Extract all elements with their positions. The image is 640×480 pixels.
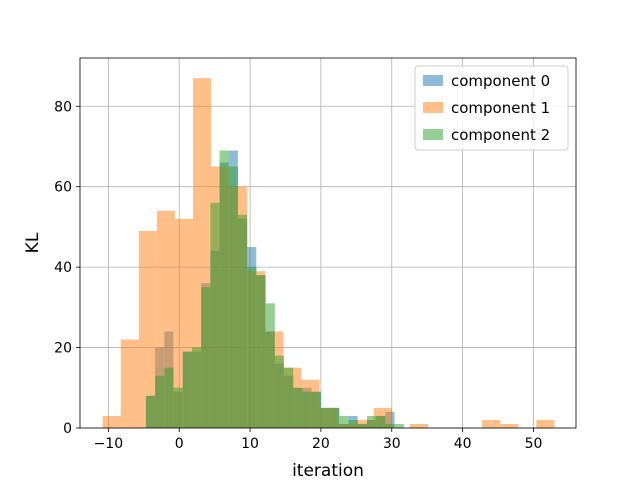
legend-item-component-2: component 2 — [423, 126, 550, 144]
legend-swatch — [423, 102, 443, 113]
bar — [500, 423, 519, 428]
x-tick-label: −10 — [94, 436, 124, 452]
plot-frame — [79, 57, 577, 429]
bar — [339, 415, 349, 428]
y-tick-label: 0 — [63, 421, 72, 437]
bar — [191, 347, 202, 428]
bar — [320, 407, 331, 428]
legend-label: component 1 — [451, 99, 550, 117]
bar — [482, 419, 501, 428]
bar — [357, 423, 367, 428]
x-tick-label: 10 — [241, 436, 259, 452]
bar — [256, 275, 266, 428]
x-tick-label: 0 — [175, 436, 184, 452]
legend-item-component-0: component 0 — [423, 72, 550, 90]
bar — [409, 423, 428, 428]
bar — [138, 230, 157, 428]
bar — [366, 415, 377, 428]
bar — [376, 415, 386, 428]
bar — [348, 419, 358, 428]
bar — [238, 214, 248, 428]
x-tick-label: 20 — [312, 436, 330, 452]
y-axis: 0 20 40 60 80 — [54, 99, 80, 437]
bar — [210, 202, 220, 428]
x-axis: −10 0 10 20 30 40 50 — [94, 428, 543, 452]
x-tick-label: 50 — [525, 436, 543, 452]
legend-swatch — [423, 75, 443, 86]
legend-box — [414, 65, 569, 151]
legend-item-component-1: component 1 — [423, 99, 550, 117]
bar — [145, 395, 156, 428]
bar — [120, 339, 139, 428]
bar — [102, 415, 121, 428]
legend-label: component 0 — [451, 72, 550, 90]
bar — [284, 367, 294, 428]
bar — [385, 423, 395, 428]
x-tick-label: 30 — [383, 436, 401, 452]
series-component-2 — [145, 150, 404, 428]
bar — [311, 391, 321, 428]
y-tick-label: 60 — [54, 180, 72, 196]
x-tick-label: 40 — [454, 436, 472, 452]
y-tick-label: 20 — [54, 341, 72, 357]
bar — [228, 166, 239, 428]
bar — [274, 355, 285, 428]
bar — [293, 387, 303, 428]
bar — [201, 287, 211, 428]
legend-swatch — [423, 129, 443, 140]
bar — [182, 351, 192, 428]
legend-label: component 2 — [451, 126, 550, 144]
y-tick-label: 40 — [54, 260, 72, 276]
bar — [164, 367, 174, 428]
y-tick-label: 80 — [54, 99, 72, 115]
legend: component 0 component 1 component 2 — [414, 65, 569, 151]
bar — [330, 407, 340, 428]
bar — [265, 303, 275, 428]
bar — [219, 150, 229, 428]
bar — [302, 391, 312, 428]
y-axis-label: KL — [23, 232, 43, 253]
bar — [247, 267, 257, 428]
x-axis-label: iteration — [292, 461, 364, 480]
bars — [102, 78, 555, 428]
bar — [155, 375, 165, 428]
bar — [173, 387, 183, 428]
bar — [536, 419, 555, 428]
bar — [394, 423, 404, 428]
